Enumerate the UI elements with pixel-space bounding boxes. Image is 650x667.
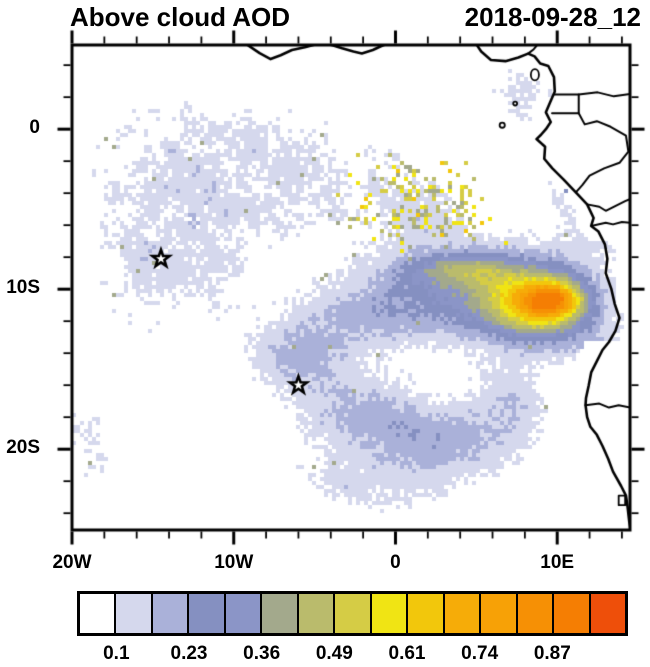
colorbar	[77, 591, 628, 636]
x-axis-tick-label: 10E	[540, 552, 575, 573]
plot-title: Above cloud AOD	[70, 2, 291, 32]
colorbar-segment	[114, 594, 151, 633]
colorbar-segment	[187, 594, 224, 633]
colorbar-segment	[223, 594, 261, 633]
colorbar-segment	[406, 594, 443, 633]
colorbar-segment	[442, 594, 480, 633]
colorbar-segment	[552, 594, 589, 633]
colorbar-segment	[515, 594, 553, 633]
colorbar-segment	[588, 594, 626, 633]
colorbar-segment	[296, 594, 334, 633]
colorbar-label: 0.1	[103, 643, 130, 664]
plot-timestamp: 2018-09-28_12	[464, 2, 641, 32]
colorbar-segment	[333, 594, 370, 633]
colorbar-segment	[369, 594, 407, 633]
colorbar-segment	[150, 594, 188, 633]
colorbar-label: 0.87	[533, 643, 571, 664]
y-axis-tick-label: 0	[29, 117, 40, 139]
colorbar-segment	[479, 594, 516, 633]
y-axis-tick-label: 10S	[6, 277, 40, 299]
colorbar-label: 0.49	[315, 643, 353, 664]
colorbar-label: 0.23	[170, 643, 208, 664]
x-axis-tick-label: 0	[390, 552, 401, 573]
y-axis-tick-label: 20S	[6, 437, 40, 459]
colorbar-label: 0.74	[461, 643, 499, 664]
x-axis-tick-label: 10W	[214, 552, 254, 573]
colorbar-segment	[260, 594, 297, 633]
colorbar-label: 0.61	[388, 643, 426, 664]
x-axis-tick-label: 20W	[52, 552, 92, 573]
colorbar-segment	[80, 594, 115, 633]
colorbar-label: 0.36	[243, 643, 281, 664]
map-canvas	[0, 0, 650, 585]
